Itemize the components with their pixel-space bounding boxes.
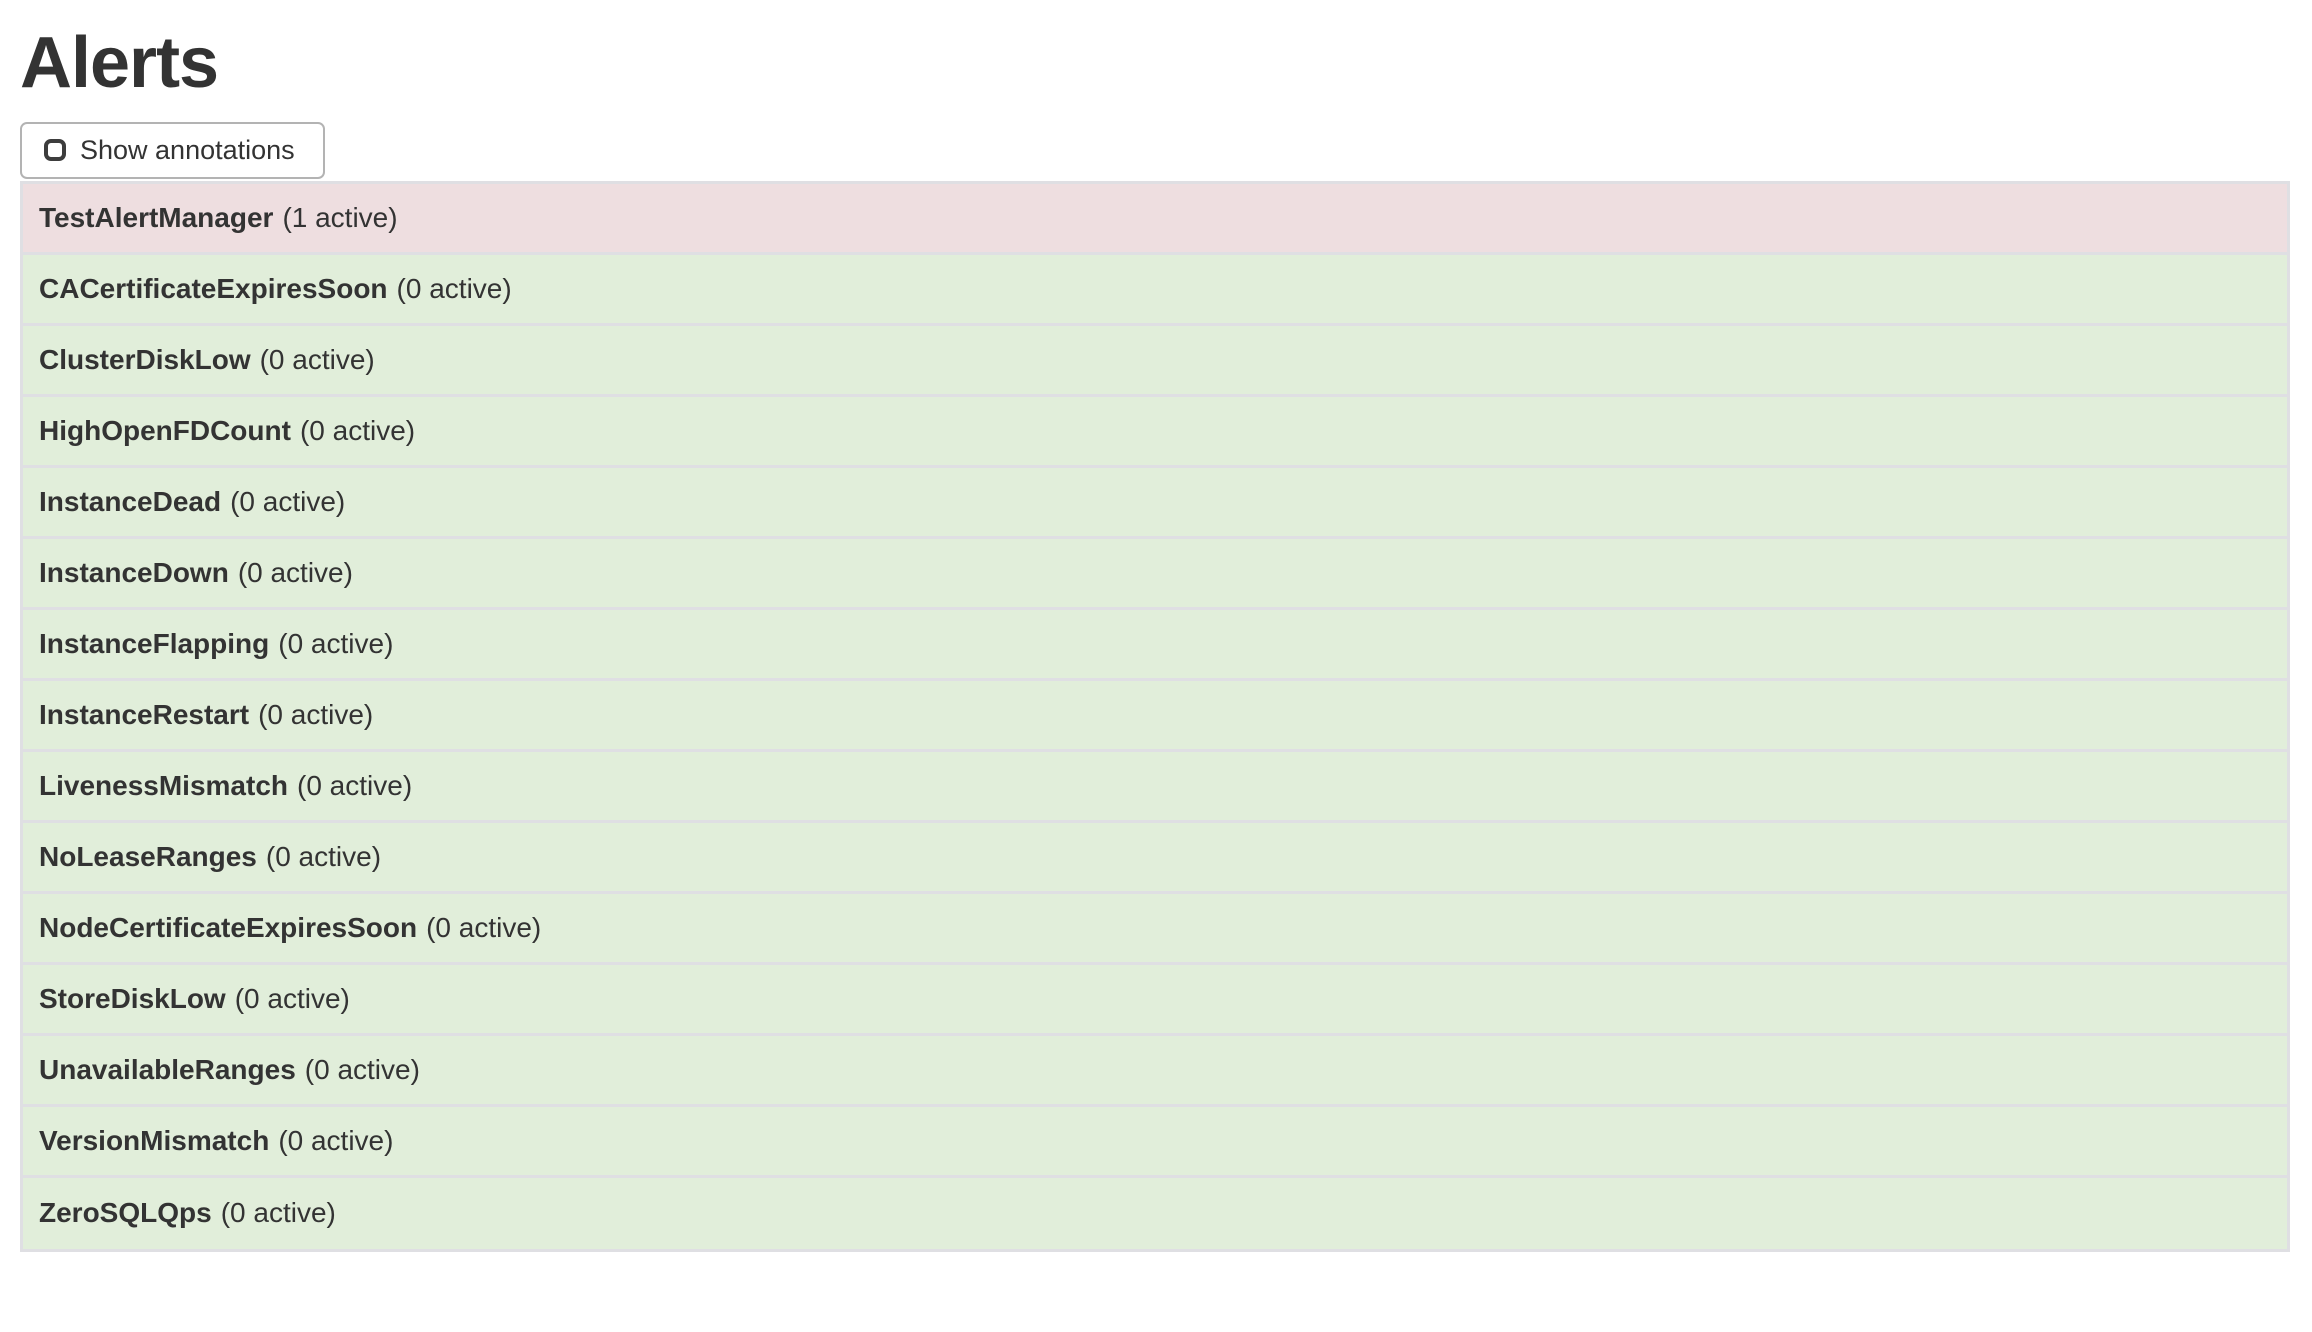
alert-row[interactable]: StoreDiskLow (0 active) <box>23 964 2287 1036</box>
alert-name: NodeCertificateExpiresSoon <box>39 911 418 943</box>
alert-name: UnavailableRanges <box>39 1053 296 1085</box>
alert-name: InstanceRestart <box>39 698 250 730</box>
show-annotations-button[interactable]: Show annotations <box>20 121 325 179</box>
alert-name: VersionMismatch <box>39 1124 270 1156</box>
alert-active-count: (0 active) <box>230 485 346 517</box>
alert-row[interactable]: InstanceDown (0 active) <box>23 538 2287 610</box>
alert-row[interactable]: LivenessMismatch (0 active) <box>23 751 2287 823</box>
show-annotations-label: Show annotations <box>80 134 295 165</box>
alert-active-count: (0 active) <box>426 911 542 943</box>
alert-row[interactable]: NodeCertificateExpiresSoon (0 active) <box>23 893 2287 965</box>
alert-active-count: (0 active) <box>234 982 350 1014</box>
alert-active-count: (0 active) <box>396 272 512 304</box>
alert-row[interactable]: InstanceFlapping (0 active) <box>23 609 2287 681</box>
alert-row[interactable]: InstanceRestart (0 active) <box>23 680 2287 752</box>
alert-name: NoLeaseRanges <box>39 840 257 872</box>
alert-row[interactable]: TestAlertManager (1 active) <box>23 183 2287 255</box>
alert-name: CACertificateExpiresSoon <box>39 272 388 304</box>
alert-name: InstanceDown <box>39 556 229 588</box>
alert-row[interactable]: ZeroSQLQps (0 active) <box>23 1177 2287 1249</box>
alert-name: HighOpenFDCount <box>39 414 291 446</box>
alerts-page: Alerts Show annotations TestAlertManager… <box>0 23 2312 1252</box>
alert-name: InstanceFlapping <box>39 627 270 659</box>
alert-row[interactable]: VersionMismatch (0 active) <box>23 1106 2287 1178</box>
alert-row[interactable]: HighOpenFDCount (0 active) <box>23 396 2287 468</box>
alert-name: StoreDiskLow <box>39 982 226 1014</box>
alert-row[interactable]: CACertificateExpiresSoon (0 active) <box>23 254 2287 326</box>
alert-row[interactable]: ClusterDiskLow (0 active) <box>23 325 2287 397</box>
alert-name: ClusterDiskLow <box>39 343 251 375</box>
alert-row[interactable]: NoLeaseRanges (0 active) <box>23 822 2287 894</box>
alert-name: LivenessMismatch <box>39 769 288 801</box>
alert-active-count: (0 active) <box>258 698 374 730</box>
alert-active-count: (0 active) <box>259 343 375 375</box>
alert-name: TestAlertManager <box>39 201 274 233</box>
alert-active-count: (0 active) <box>237 556 353 588</box>
alert-active-count: (0 active) <box>304 1053 420 1085</box>
alert-active-count: (0 active) <box>299 414 416 446</box>
alerts-list: TestAlertManager (1 active) CACertificat… <box>20 180 2290 1252</box>
alert-active-count: (0 active) <box>220 1197 336 1229</box>
alert-active-count: (0 active) <box>297 769 413 801</box>
alert-row[interactable]: InstanceDead (0 active) <box>23 467 2287 539</box>
alert-active-count: (1 active) <box>282 201 398 233</box>
alert-name: ZeroSQLQps <box>39 1197 212 1229</box>
alert-active-count: (0 active) <box>265 840 382 872</box>
alert-row[interactable]: UnavailableRanges (0 active) <box>23 1035 2287 1107</box>
page-title: Alerts <box>20 23 219 103</box>
alert-active-count: (0 active) <box>278 1124 394 1156</box>
alert-name: InstanceDead <box>39 485 222 517</box>
show-annotations-checkbox-icon[interactable] <box>44 139 66 162</box>
alert-active-count: (0 active) <box>278 627 394 659</box>
